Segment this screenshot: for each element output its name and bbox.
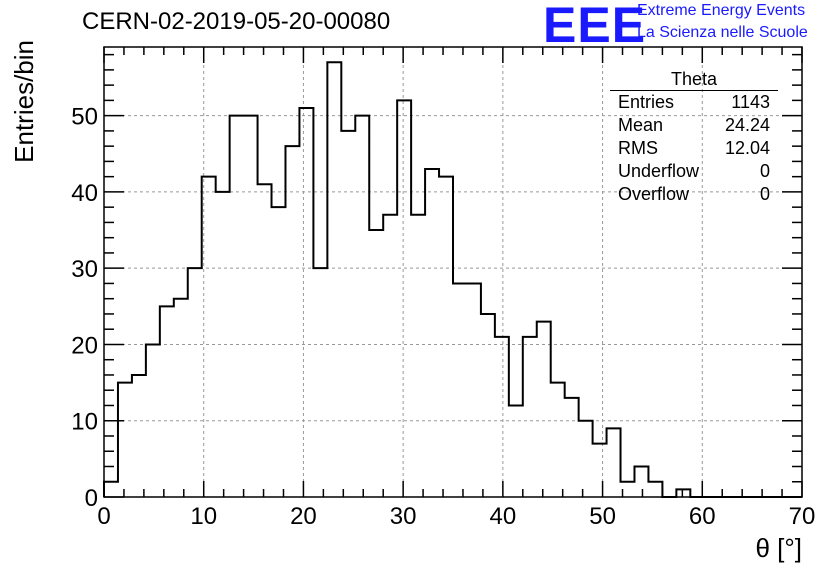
stats-value: 1143: [731, 92, 770, 112]
stats-label: RMS: [618, 138, 658, 158]
x-tick-label: 0: [97, 503, 110, 530]
stats-label: Entries: [618, 92, 675, 112]
histogram-bin: [313, 268, 327, 497]
histogram-bin: [369, 230, 383, 497]
stats-label: Overflow: [618, 184, 690, 204]
stats-value: 12.04: [724, 138, 770, 158]
histogram-bin: [216, 192, 230, 497]
y-tick-label: 40: [71, 180, 98, 207]
histogram-bin: [132, 375, 146, 497]
histogram-bin: [327, 62, 341, 497]
stats-box-title: Theta: [610, 68, 778, 91]
x-tick-label: 40: [490, 503, 517, 530]
x-tick-label: 50: [589, 503, 616, 530]
histogram-bin: [341, 131, 355, 497]
x-axis-label: θ [°]: [755, 533, 802, 563]
stats-row-mean: Mean 24.24: [610, 114, 778, 137]
histogram-bin: [425, 169, 439, 497]
histogram-bin: [230, 116, 244, 497]
y-tick-label: 50: [71, 104, 98, 131]
histogram-bin: [299, 108, 313, 497]
histogram-bin: [272, 207, 286, 497]
histogram-bin: [481, 314, 495, 497]
stats-box: Theta Entries 1143 Mean 24.24 RMS 12.04 …: [610, 68, 778, 206]
histogram-bin: [285, 146, 299, 497]
stats-value: 0: [759, 161, 770, 181]
plot-frame: [103, 46, 803, 498]
histogram-series-line: [103, 61, 802, 498]
y-tick-label: 10: [71, 409, 98, 436]
histogram-bin: [676, 489, 690, 497]
histogram-bin: [593, 444, 607, 497]
histogram-bin: [202, 177, 216, 497]
histogram-bin: [355, 116, 369, 497]
histogram-bin: [104, 482, 118, 497]
histogram-bin: [523, 337, 537, 497]
y-tick-label: 20: [71, 332, 98, 359]
plot-title: CERN-02-2019-05-20-00080: [82, 8, 391, 35]
histogram-bin: [188, 268, 202, 497]
histogram-bin: [551, 383, 565, 497]
y-axis-label: Entries/bin: [9, 40, 39, 163]
stats-row-overflow: Overflow 0: [610, 183, 778, 206]
histogram-bin: [579, 421, 593, 497]
stats-row-entries: Entries 1143: [610, 91, 778, 114]
x-tick-label: 60: [689, 503, 716, 530]
histogram-bin: [467, 283, 481, 497]
histogram-bin: [509, 405, 523, 497]
histogram-bin: [146, 344, 160, 497]
histogram-bin: [648, 482, 662, 497]
histogram-bin: [258, 184, 272, 497]
histogram-bin: [383, 215, 397, 497]
histogram-bin: [634, 466, 648, 497]
histogram-bin: [160, 306, 174, 497]
histogram-bin: [244, 116, 258, 497]
histogram-bin: [439, 177, 453, 497]
stats-row-rms: RMS 12.04: [610, 137, 778, 160]
histogram-bin: [607, 428, 621, 497]
stats-row-underflow: Underflow 0: [610, 160, 778, 183]
x-tick-label: 30: [390, 503, 417, 530]
stats-value: 0: [759, 184, 770, 204]
histogram-bin: [174, 299, 188, 497]
x-tick-label: 10: [190, 503, 217, 530]
histogram-bin: [565, 398, 579, 497]
stats-value: 24.24: [724, 115, 770, 135]
logo-caption-line2: La Scienza nelle Scuole: [637, 24, 808, 41]
eee-logo: EEE: [543, 0, 647, 53]
stats-label: Underflow: [618, 161, 700, 181]
x-tick-label: 70: [789, 503, 816, 530]
x-tick-label: 20: [290, 503, 317, 530]
y-tick-label: 0: [85, 485, 98, 512]
y-tick-label: 30: [71, 256, 98, 283]
histogram-bin: [118, 383, 132, 497]
histogram-bin: [495, 337, 509, 497]
histogram-bin: [411, 215, 425, 497]
histogram-bin: [397, 100, 411, 497]
logo-caption-line1: Extreme Energy Events: [637, 2, 806, 19]
histogram-bin: [453, 283, 467, 497]
histogram-bin: [537, 322, 551, 497]
stats-label: Mean: [618, 115, 664, 135]
